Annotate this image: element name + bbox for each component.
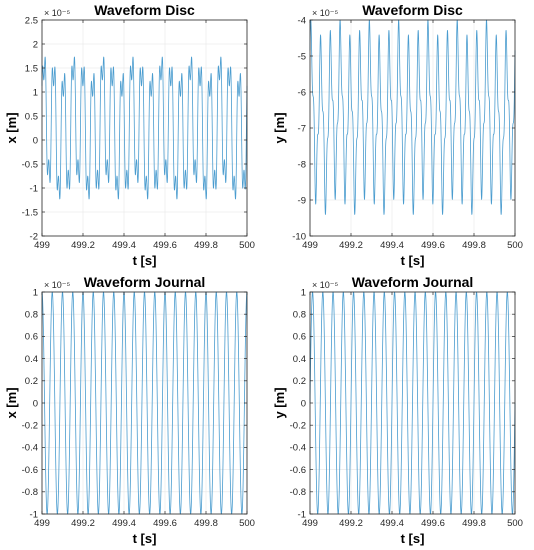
axes-frame bbox=[41, 19, 248, 237]
x-tick-label: 499.4 bbox=[380, 518, 404, 529]
x-tick-label: 500 bbox=[507, 518, 523, 529]
y-exponent-label: × 10⁻⁵ bbox=[312, 8, 339, 18]
y-tick-label: 1 bbox=[33, 87, 38, 98]
y-tick-label: 0 bbox=[33, 135, 38, 146]
y-tick-label: 1.5 bbox=[25, 63, 38, 74]
y-axis-label: y [m] bbox=[272, 112, 287, 143]
x-tick-label: 499.4 bbox=[112, 518, 136, 529]
y-tick-label: -0.8 bbox=[290, 487, 306, 498]
x-tick-label: 499.6 bbox=[153, 240, 177, 251]
y-tick-label: -0.4 bbox=[22, 443, 38, 454]
y-tick-label: 0.4 bbox=[293, 354, 306, 365]
y-tick-label: -8 bbox=[298, 159, 306, 170]
y-axis-label: y [m] bbox=[272, 387, 287, 418]
y-tick-label: -0.2 bbox=[290, 421, 306, 432]
y-tick-label: -2 bbox=[30, 231, 38, 242]
y-tick-label: 1 bbox=[33, 287, 38, 298]
y-exponent-label: × 10⁻⁵ bbox=[44, 8, 71, 18]
y-tick-label: -10 bbox=[292, 231, 306, 242]
y-tick-label: -1 bbox=[30, 509, 38, 520]
x-tick-label: 499.4 bbox=[380, 240, 404, 251]
x-axis-label: t [s] bbox=[401, 531, 425, 546]
y-tick-label: -0.4 bbox=[290, 443, 306, 454]
chart-title: Waveform Disc bbox=[94, 2, 195, 18]
subplot-journal-y: 499 499.2 499.4 499.6 499.8 500 -1 -0.8 -0.6 -0.4… bbox=[272, 274, 523, 546]
x-tick-label: 500 bbox=[239, 240, 255, 251]
series-line bbox=[309, 291, 516, 515]
y-tick-label: 0.8 bbox=[25, 310, 38, 321]
y-tick-label: -5 bbox=[298, 51, 306, 62]
plot-area bbox=[42, 20, 247, 236]
x-axis-label: t [s] bbox=[401, 253, 425, 268]
x-tick-label: 499.6 bbox=[421, 240, 445, 251]
x-tick-label: 499 bbox=[302, 240, 318, 251]
y-exponent-label: × 10⁻⁵ bbox=[312, 280, 339, 290]
y-tick-label: 0.2 bbox=[25, 376, 38, 387]
y-exponent-label: × 10⁻⁵ bbox=[44, 280, 71, 290]
subplot-disc-x: 499 499.2 499.4 499.6 499.8 500 -2 -1.5 -1 -0.5 0 0… bbox=[4, 2, 255, 268]
x-tick-label: 499 bbox=[302, 518, 318, 529]
x-tick-label: 500 bbox=[239, 518, 255, 529]
x-tick-label: 499.6 bbox=[421, 518, 445, 529]
y-tick-label: -6 bbox=[298, 87, 306, 98]
x-tick-label: 499 bbox=[34, 240, 50, 251]
x-tick-label: 499.8 bbox=[194, 518, 218, 529]
y-tick-label: -9 bbox=[298, 195, 306, 206]
x-axis-label: t [s] bbox=[133, 253, 157, 268]
subplot-journal-x: 499 499.2 499.4 499.6 499.8 500 -1 -0.8 -0.6 -0.4… bbox=[4, 274, 255, 546]
y-tick-label: -0.5 bbox=[22, 159, 38, 170]
x-tick-label: 499.2 bbox=[71, 240, 95, 251]
x-tick-label: 499 bbox=[34, 518, 50, 529]
subplot-disc-y: 499 499.2 499.4 499.6 499.8 500 -10 -9 -8 -7 -6 -5 -… bbox=[272, 2, 523, 268]
y-tick-label: -0.8 bbox=[22, 487, 38, 498]
y-tick-label: 0.6 bbox=[25, 332, 38, 343]
x-tick-label: 499.4 bbox=[112, 240, 136, 251]
y-axis-label: x [m] bbox=[4, 112, 19, 143]
x-tick-label: 499.2 bbox=[339, 518, 363, 529]
chart-title: Waveform Disc bbox=[362, 2, 463, 18]
y-tick-label: -0.6 bbox=[22, 465, 38, 476]
y-tick-label: 0.5 bbox=[25, 111, 38, 122]
y-tick-label: -0.6 bbox=[290, 465, 306, 476]
x-tick-label: 499.8 bbox=[462, 518, 486, 529]
series-line bbox=[41, 56, 248, 200]
y-tick-label: -7 bbox=[298, 123, 306, 134]
chart-title: Waveform Journal bbox=[352, 274, 474, 290]
x-tick-label: 499.8 bbox=[194, 240, 218, 251]
y-tick-label: 2.5 bbox=[25, 15, 38, 26]
x-axis-label: t [s] bbox=[133, 531, 157, 546]
chart-title: Waveform Journal bbox=[84, 274, 206, 290]
y-tick-label: 0.6 bbox=[293, 332, 306, 343]
x-tick-label: 499.8 bbox=[462, 240, 486, 251]
y-tick-label: -4 bbox=[298, 15, 306, 26]
y-tick-label: 0.2 bbox=[293, 376, 306, 387]
y-tick-label: 0 bbox=[301, 398, 306, 409]
y-tick-label: 1 bbox=[301, 287, 306, 298]
x-tick-label: 500 bbox=[507, 240, 523, 251]
x-tick-label: 499.2 bbox=[71, 518, 95, 529]
y-tick-label: -0.2 bbox=[22, 421, 38, 432]
y-tick-label: -1 bbox=[298, 509, 306, 520]
y-tick-label: -1.5 bbox=[22, 207, 38, 218]
x-tick-label: 499.2 bbox=[339, 240, 363, 251]
y-axis-label: x [m] bbox=[4, 387, 19, 418]
series-line bbox=[309, 19, 516, 215]
y-tick-label: 2 bbox=[33, 39, 38, 50]
x-tick-label: 499.6 bbox=[153, 518, 177, 529]
y-tick-label: 0.8 bbox=[293, 310, 306, 321]
y-tick-label: 0.4 bbox=[25, 354, 38, 365]
y-tick-label: 0 bbox=[33, 398, 38, 409]
y-tick-label: -1 bbox=[30, 183, 38, 194]
